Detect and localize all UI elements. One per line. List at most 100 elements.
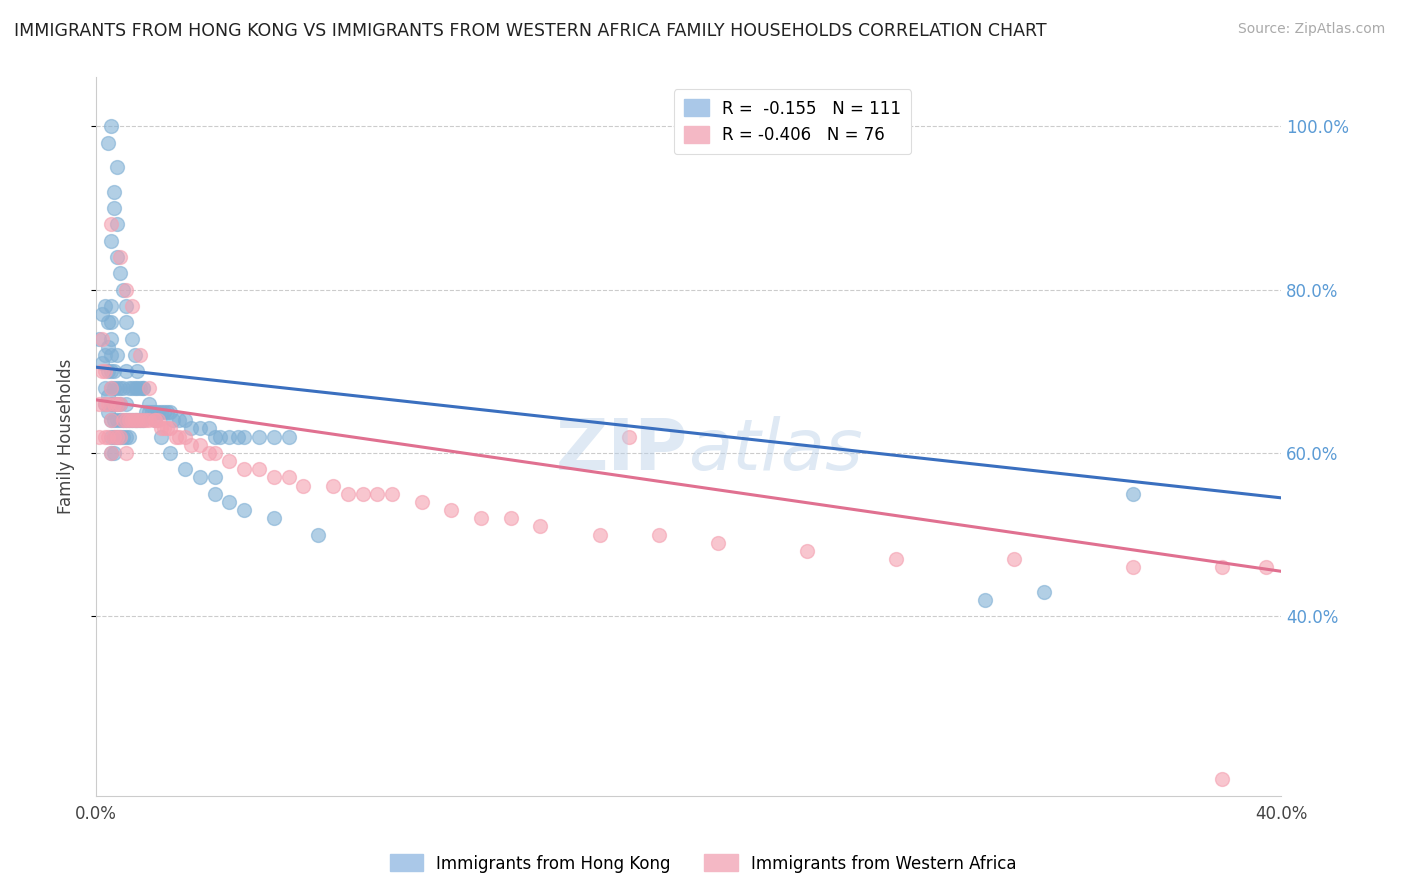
- Point: [204, 446, 226, 460]
- Point: [100, 120, 122, 134]
- Point: [884, 552, 907, 566]
- Point: [87, 429, 110, 443]
- Point: [162, 413, 184, 427]
- Point: [1122, 560, 1144, 574]
- Point: [352, 487, 374, 501]
- Point: [1211, 560, 1233, 574]
- Point: [94, 348, 117, 362]
- Point: [132, 413, 155, 427]
- Point: [132, 381, 155, 395]
- Point: [619, 429, 641, 443]
- Point: [141, 405, 163, 419]
- Point: [91, 307, 114, 321]
- Point: [263, 511, 285, 525]
- Point: [100, 299, 122, 313]
- Point: [156, 405, 179, 419]
- Point: [138, 381, 160, 395]
- Point: [188, 470, 211, 484]
- Point: [143, 405, 166, 419]
- Point: [167, 413, 190, 427]
- Point: [97, 136, 120, 150]
- Point: [117, 413, 139, 427]
- Point: [204, 470, 226, 484]
- Point: [1002, 552, 1025, 566]
- Point: [100, 315, 122, 329]
- Point: [588, 527, 610, 541]
- Point: [91, 356, 114, 370]
- Point: [127, 364, 149, 378]
- Point: [87, 397, 110, 411]
- Point: [159, 446, 181, 460]
- Point: [197, 446, 219, 460]
- Point: [114, 413, 136, 427]
- Point: [247, 462, 270, 476]
- Point: [105, 429, 128, 443]
- Point: [121, 381, 143, 395]
- Point: [111, 381, 134, 395]
- Point: [97, 340, 120, 354]
- Point: [108, 250, 131, 264]
- Point: [226, 429, 249, 443]
- Point: [381, 487, 404, 501]
- Point: [159, 405, 181, 419]
- Point: [97, 315, 120, 329]
- Text: ZIP: ZIP: [557, 417, 689, 485]
- Point: [277, 470, 299, 484]
- Point: [100, 397, 122, 411]
- Point: [366, 487, 388, 501]
- Point: [103, 397, 125, 411]
- Point: [117, 429, 139, 443]
- Point: [204, 487, 226, 501]
- Point: [1211, 772, 1233, 787]
- Point: [150, 405, 173, 419]
- Point: [103, 381, 125, 395]
- Point: [173, 413, 195, 427]
- Point: [105, 429, 128, 443]
- Point: [105, 160, 128, 174]
- Point: [105, 413, 128, 427]
- Point: [143, 413, 166, 427]
- Point: [100, 218, 122, 232]
- Point: [129, 413, 152, 427]
- Point: [103, 201, 125, 215]
- Point: [121, 413, 143, 427]
- Point: [94, 364, 117, 378]
- Point: [707, 535, 730, 549]
- Point: [156, 421, 179, 435]
- Point: [94, 397, 117, 411]
- Point: [103, 429, 125, 443]
- Point: [94, 381, 117, 395]
- Point: [209, 429, 232, 443]
- Point: [148, 413, 170, 427]
- Point: [135, 413, 157, 427]
- Point: [124, 381, 146, 395]
- Point: [100, 381, 122, 395]
- Point: [173, 429, 195, 443]
- Point: [117, 381, 139, 395]
- Point: [143, 413, 166, 427]
- Point: [100, 446, 122, 460]
- Point: [188, 438, 211, 452]
- Point: [129, 348, 152, 362]
- Point: [127, 413, 149, 427]
- Point: [307, 527, 329, 541]
- Point: [100, 413, 122, 427]
- Point: [105, 397, 128, 411]
- Point: [108, 397, 131, 411]
- Point: [100, 364, 122, 378]
- Point: [114, 283, 136, 297]
- Point: [153, 421, 176, 435]
- Point: [138, 405, 160, 419]
- Point: [1122, 487, 1144, 501]
- Point: [150, 421, 173, 435]
- Point: [1256, 560, 1278, 574]
- Point: [105, 250, 128, 264]
- Point: [263, 470, 285, 484]
- Point: [121, 299, 143, 313]
- Point: [124, 413, 146, 427]
- Point: [94, 397, 117, 411]
- Point: [105, 348, 128, 362]
- Point: [121, 332, 143, 346]
- Point: [108, 429, 131, 443]
- Point: [117, 413, 139, 427]
